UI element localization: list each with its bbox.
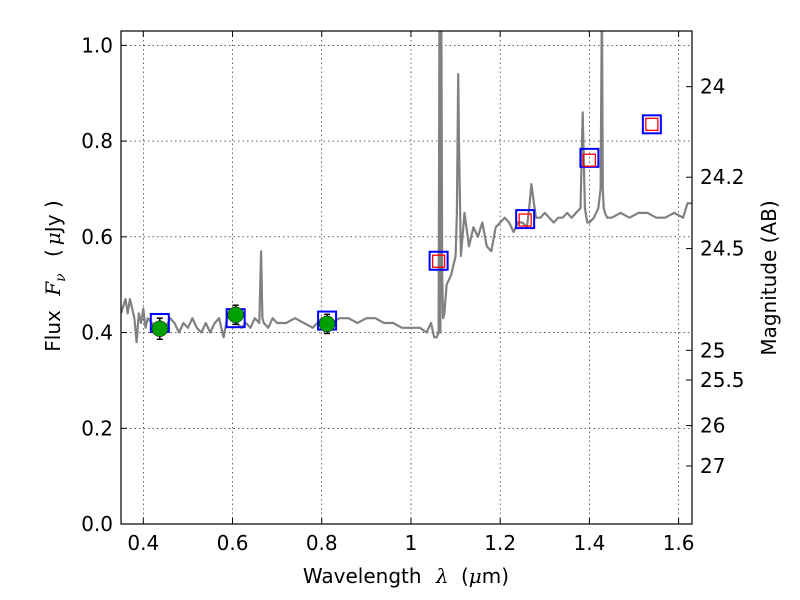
observed-photometry-point [227,306,244,324]
x-axis-unit-open: ( [461,564,469,588]
observed-photometry-point [151,320,169,337]
y2-tick-label: 25 [700,338,725,362]
y2-tick-label: 24.2 [700,165,745,189]
model-photometry-point [428,250,449,271]
observed-photometry-point [318,315,336,333]
upper-limit-point [431,254,446,268]
y-axis-unit-open: ( [41,249,65,257]
axis-ticks: 0.4 0.6 0.8 1 1.2 1.4 1.6 0.0 0.2 0.4 0.6 0.8 1.0 27 2… [81,31,745,555]
plot-frame [120,30,693,525]
y2-tick-label: 24 [700,75,725,99]
x-axis-unit-rest: m) [482,564,509,588]
x-axis-label: Wavelength [303,564,422,588]
y-axis-symbol: F [41,281,65,297]
y-tick-label: 0.2 [81,416,113,440]
spectrum-line [121,31,692,344]
x-tick-label: 0.6 [217,531,249,555]
x-tick-label: 1.2 [484,531,516,555]
model-photometry-point [515,209,536,230]
y-axis-unit-rest: Jy ) [41,200,65,234]
x-tick-label: 1.6 [663,531,695,555]
x-tick-label: 0.8 [306,531,338,555]
y-axis-symbol-sub: ν [53,273,69,282]
x-tick-label: 1 [405,531,418,555]
y-tick-label: 0.6 [81,225,113,249]
grid-lines [121,31,692,525]
y-tick-label: 1.0 [81,33,113,57]
y-axis-unit-mu: μ [41,232,65,245]
upper-limit-point [518,213,532,227]
y2-tick-label: 26 [700,414,725,438]
x-axis-title: Wavelength λ (μm) [303,564,509,588]
y-axis-label: Flux [41,310,65,352]
y-axis-title: Flux Fν ( μJy ) [41,200,70,351]
x-tick-label: 0.4 [127,531,159,555]
y-tick-label: 0.0 [81,512,113,536]
y2-axis-title: Magnitude (AB) [757,200,781,355]
y2-tick-label: 25.5 [700,368,745,392]
upper-limit-point [645,117,659,131]
plot-series [121,31,692,344]
x-axis-symbol: λ [435,564,449,588]
y-tick-label: 0.4 [81,321,113,345]
y-tick-label: 0.8 [81,129,113,153]
model-photometry-point [641,114,662,135]
x-axis-unit-mu: μ [469,564,482,588]
upper-limit-point [582,153,597,167]
x-tick-label: 1.4 [573,531,605,555]
y2-tick-label: 27 [700,454,725,478]
y2-tick-label: 24.5 [700,237,745,261]
